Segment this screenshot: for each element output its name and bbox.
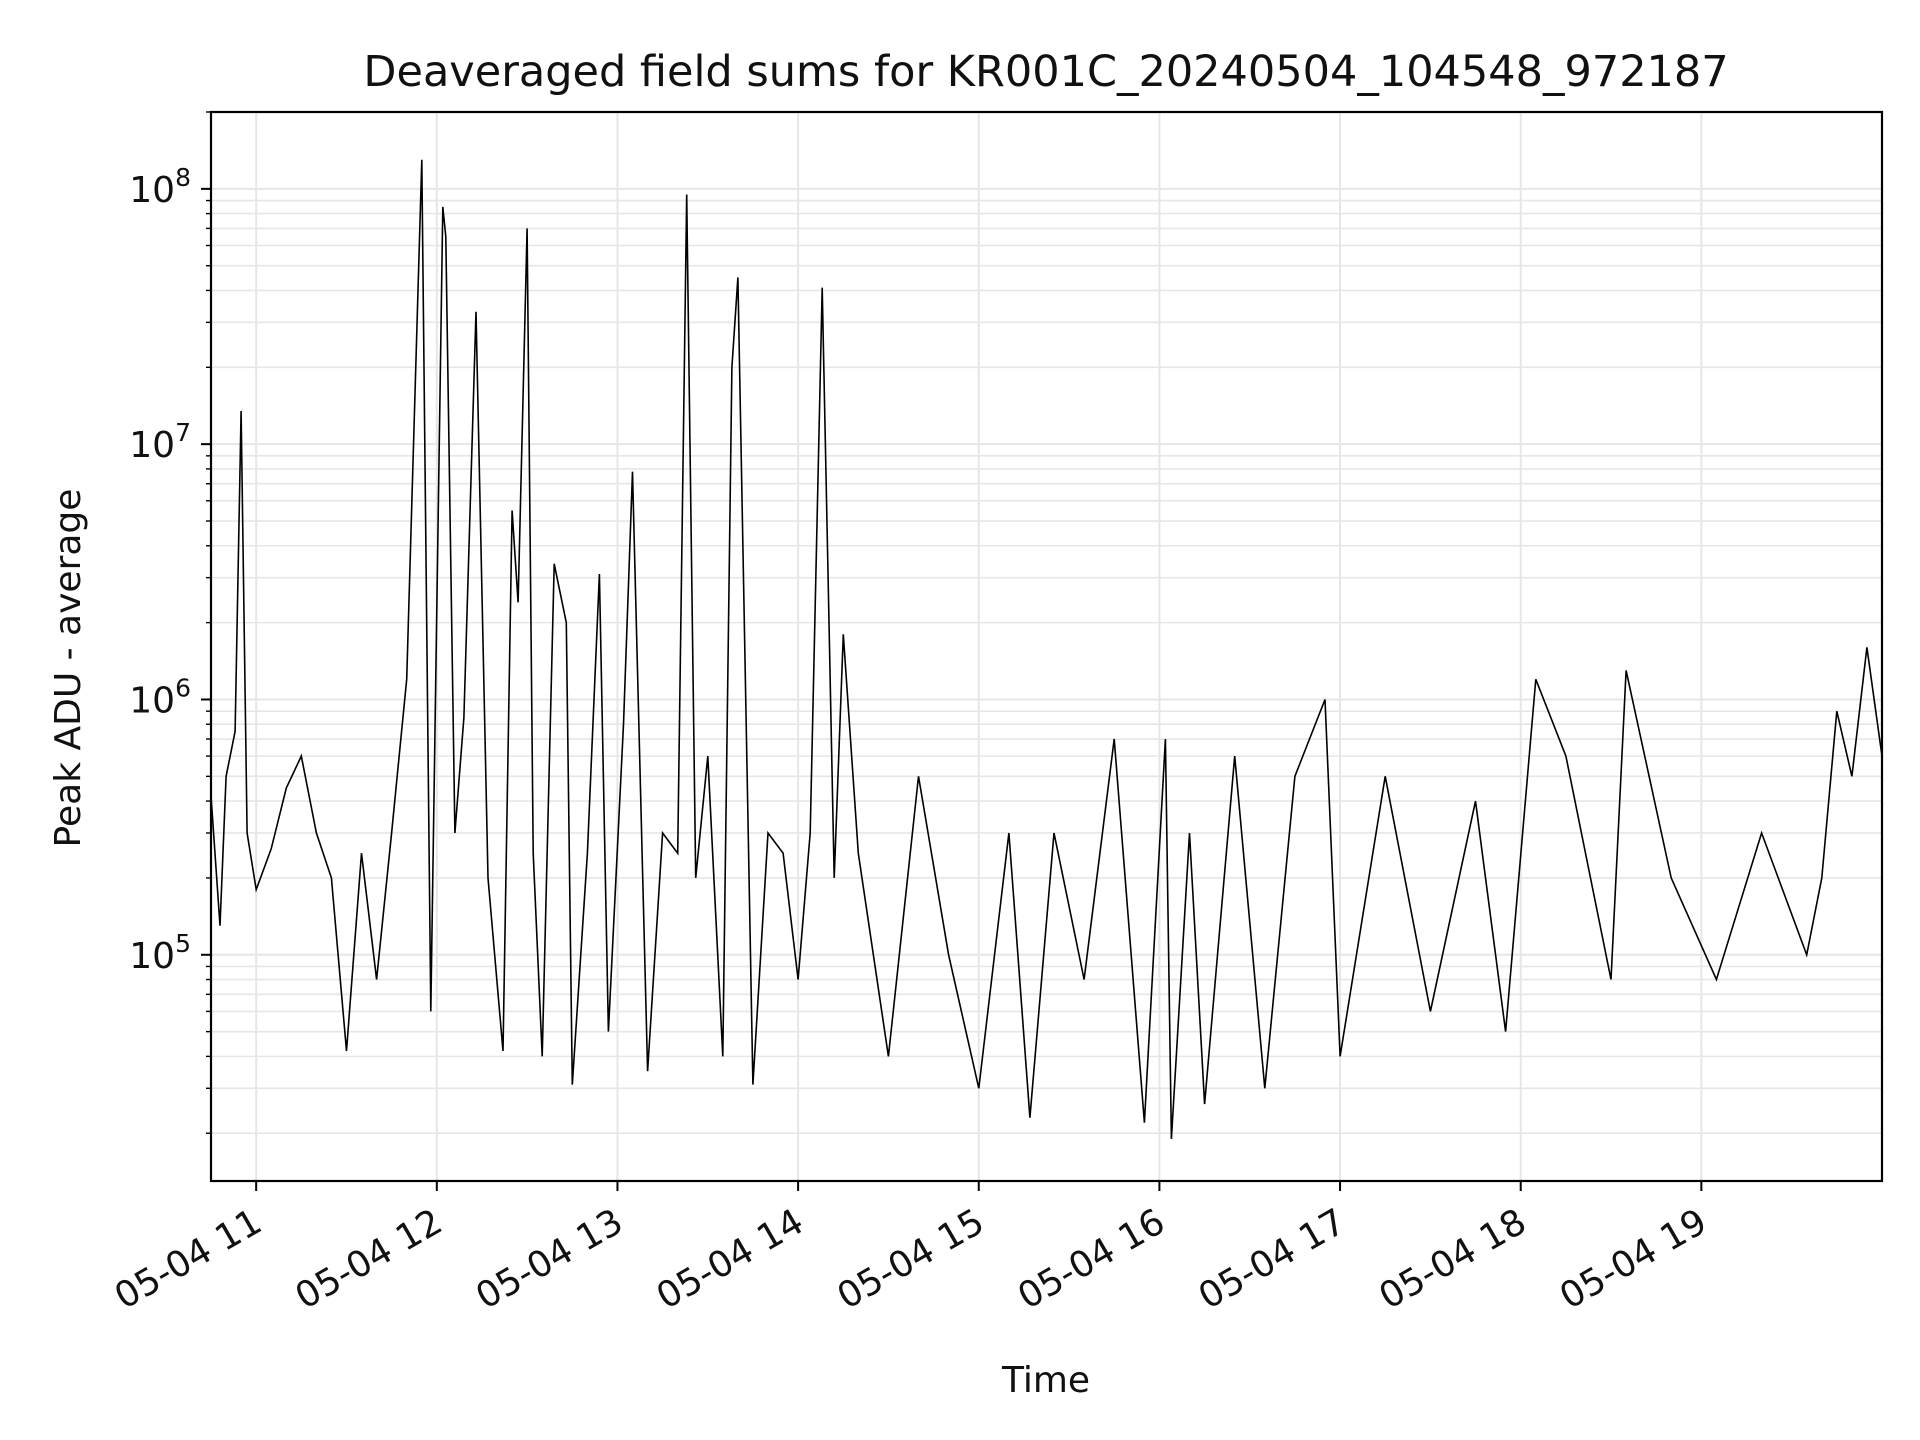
x-tick-label: 05-04 19 bbox=[1553, 1201, 1714, 1317]
y-tick-label: 108 bbox=[129, 163, 191, 211]
chart-title: Deaveraged field sums for KR001C_2024050… bbox=[363, 47, 1728, 97]
y-tick-label: 105 bbox=[129, 929, 191, 977]
x-tick-label: 05-04 18 bbox=[1373, 1201, 1534, 1317]
plot-frame bbox=[209, 110, 1884, 1183]
grid bbox=[211, 111, 1882, 1181]
series-line bbox=[210, 159, 1883, 1139]
y-axis-label: Peak ADU - average bbox=[48, 489, 89, 848]
x-axis-label: Time bbox=[1001, 1360, 1090, 1401]
x-tick-label: 05-04 14 bbox=[650, 1201, 811, 1317]
series-layer bbox=[210, 159, 1883, 1139]
x-tick-label: 05-04 12 bbox=[289, 1201, 450, 1317]
x-tick-label: 05-04 11 bbox=[108, 1201, 269, 1317]
x-tick-label: 05-04 13 bbox=[469, 1201, 630, 1317]
y-tick-label: 106 bbox=[129, 673, 191, 721]
axes: 05-04 11 05-04 12 05-04 13 05-04 14 05-04 15… bbox=[108, 110, 1884, 1318]
x-tick-label: 05-04 17 bbox=[1192, 1201, 1353, 1317]
x-tick-label: 05-04 16 bbox=[1011, 1201, 1172, 1317]
y-tick-label: 107 bbox=[129, 418, 191, 466]
x-tick-label: 05-04 15 bbox=[831, 1201, 992, 1317]
